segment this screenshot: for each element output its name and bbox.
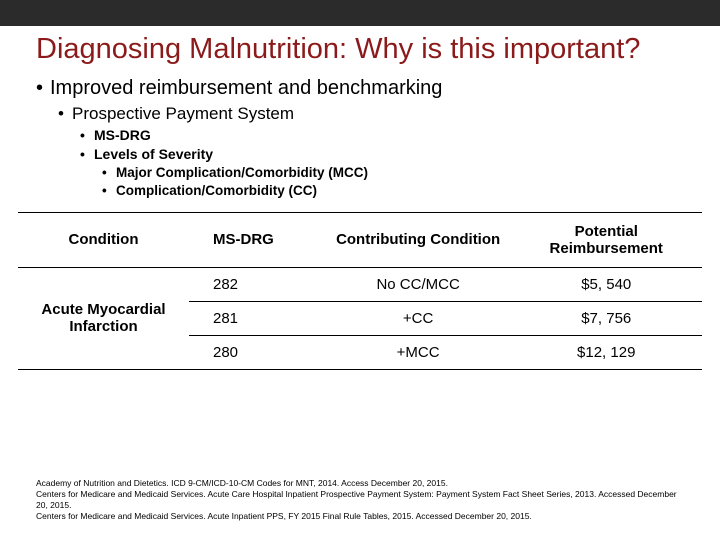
- bullet-l3a: •MS-DRG: [80, 127, 684, 143]
- bullet-l3b: •Levels of Severity •Major Complication/…: [80, 146, 684, 198]
- bullet-list: •Improved reimbursement and benchmarking…: [36, 77, 684, 198]
- ref-line: Academy of Nutrition and Dietetics. ICD …: [36, 478, 684, 489]
- bullet-l4a: •Major Complication/Comorbidity (MCC): [102, 165, 684, 180]
- header-contrib: Contributing Condition: [326, 212, 511, 267]
- table-row: Acute Myocardial Infarction 282 No CC/MC…: [18, 267, 702, 301]
- cell-reimb: $12, 129: [510, 335, 702, 369]
- bullet-l4a-text: Major Complication/Comorbidity (MCC): [116, 165, 368, 180]
- bullet-l4b-text: Complication/Comorbidity (CC): [116, 183, 317, 198]
- bullet-l2-text: Prospective Payment System: [72, 104, 294, 123]
- bullet-l1: •Improved reimbursement and benchmarking…: [36, 77, 684, 198]
- cell-contrib: +CC: [326, 301, 511, 335]
- ref-line: Centers for Medicare and Medicaid Servic…: [36, 489, 684, 511]
- bullet-l3a-text: MS-DRG: [94, 127, 151, 143]
- header-condition: Condition: [18, 212, 189, 267]
- ref-line: Centers for Medicare and Medicaid Servic…: [36, 511, 684, 522]
- bullet-l2: •Prospective Payment System •MS-DRG •Lev…: [58, 104, 684, 198]
- slide-content: Diagnosing Malnutrition: Why is this imp…: [0, 26, 720, 198]
- cell-drg: 280: [189, 335, 326, 369]
- header-reimb: Potential Reimbursement: [510, 212, 702, 267]
- cell-drg: 282: [189, 267, 326, 301]
- bullet-l1-text: Improved reimbursement and benchmarking: [50, 77, 442, 99]
- bullet-l4b: •Complication/Comorbidity (CC): [102, 183, 684, 198]
- bullet-l3b-text: Levels of Severity: [94, 146, 213, 162]
- cell-contrib: No CC/MCC: [326, 267, 511, 301]
- top-bar: [0, 0, 720, 26]
- slide-title: Diagnosing Malnutrition: Why is this imp…: [36, 32, 684, 67]
- references: Academy of Nutrition and Dietetics. ICD …: [36, 478, 684, 522]
- reimbursement-table-wrap: Condition MS-DRG Contributing Condition …: [0, 212, 720, 370]
- cell-drg: 281: [189, 301, 326, 335]
- cell-condition: Acute Myocardial Infarction: [18, 267, 189, 369]
- header-msdrg: MS-DRG: [189, 212, 326, 267]
- cell-contrib: +MCC: [326, 335, 511, 369]
- reimbursement-table: Condition MS-DRG Contributing Condition …: [18, 212, 702, 370]
- cell-reimb: $7, 756: [510, 301, 702, 335]
- table-header-row: Condition MS-DRG Contributing Condition …: [18, 212, 702, 267]
- cell-reimb: $5, 540: [510, 267, 702, 301]
